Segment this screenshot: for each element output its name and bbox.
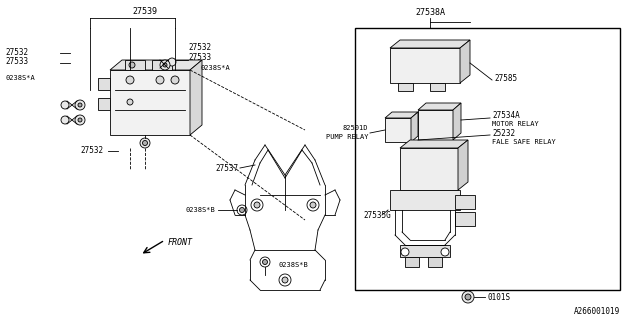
Text: 82501D: 82501D [342,125,368,131]
Circle shape [163,63,167,67]
Circle shape [156,76,164,84]
Text: A266001019: A266001019 [573,308,620,316]
Bar [98,98,110,110]
Text: 0238S*A: 0238S*A [5,75,35,81]
Text: 27535G: 27535G [363,211,391,220]
Circle shape [239,207,244,212]
Circle shape [260,257,270,267]
Circle shape [282,277,288,283]
Circle shape [251,199,263,211]
Bar [125,60,145,70]
Bar [455,195,475,209]
Text: 0238S*B: 0238S*B [278,262,308,268]
Bar [385,118,411,142]
Text: 27538A: 27538A [415,7,445,17]
Text: FRONT: FRONT [168,237,193,246]
Circle shape [75,100,85,110]
Polygon shape [411,112,418,142]
Circle shape [160,60,170,70]
Circle shape [307,199,319,211]
Text: 27532: 27532 [80,146,103,155]
Circle shape [129,62,135,68]
Polygon shape [385,112,418,118]
Text: 0238S*A: 0238S*A [200,65,230,71]
Bar [400,148,458,190]
Circle shape [127,99,133,105]
Circle shape [465,294,471,300]
Circle shape [75,115,85,125]
Bar [405,257,419,267]
Circle shape [168,58,176,66]
Circle shape [78,103,82,107]
Text: PUMP RELAY: PUMP RELAY [326,134,368,140]
Circle shape [78,118,82,122]
Bar [418,110,453,140]
Text: MOTOR RELAY: MOTOR RELAY [492,121,539,127]
Polygon shape [418,103,461,110]
Circle shape [462,291,474,303]
Text: 27534A: 27534A [492,110,520,119]
Circle shape [401,248,409,256]
Circle shape [162,62,168,68]
Text: 25232: 25232 [492,129,515,138]
Bar [400,245,450,257]
Bar [110,70,190,135]
Text: 27532: 27532 [5,47,28,57]
Circle shape [126,76,134,84]
Circle shape [171,76,179,84]
Circle shape [254,202,260,208]
Polygon shape [390,40,470,48]
Bar [430,83,445,91]
Bar [98,78,110,90]
Circle shape [61,101,69,109]
Circle shape [237,205,247,215]
Polygon shape [190,60,202,135]
Bar [390,48,460,83]
Text: 27539: 27539 [132,6,157,15]
Circle shape [143,140,147,146]
Bar [398,83,413,91]
Circle shape [310,202,316,208]
Text: 0238S*B: 0238S*B [185,207,215,213]
Polygon shape [453,103,461,140]
Text: 27585: 27585 [494,74,517,83]
Text: 0101S: 0101S [487,292,510,301]
Bar [455,212,475,226]
Polygon shape [460,40,470,83]
Polygon shape [400,140,468,148]
Circle shape [262,260,268,265]
Bar [390,190,460,210]
Circle shape [140,138,150,148]
Text: FALE SAFE RELAY: FALE SAFE RELAY [492,139,556,145]
Circle shape [279,274,291,286]
Text: 27533: 27533 [5,57,28,66]
Bar [355,28,620,290]
Polygon shape [458,140,468,190]
Text: 27532: 27532 [188,43,211,52]
Text: 27533: 27533 [188,52,211,61]
Bar [152,60,172,70]
Circle shape [441,248,449,256]
Circle shape [61,116,69,124]
Polygon shape [110,60,202,70]
Bar [428,257,442,267]
Text: 27537: 27537 [215,164,238,172]
